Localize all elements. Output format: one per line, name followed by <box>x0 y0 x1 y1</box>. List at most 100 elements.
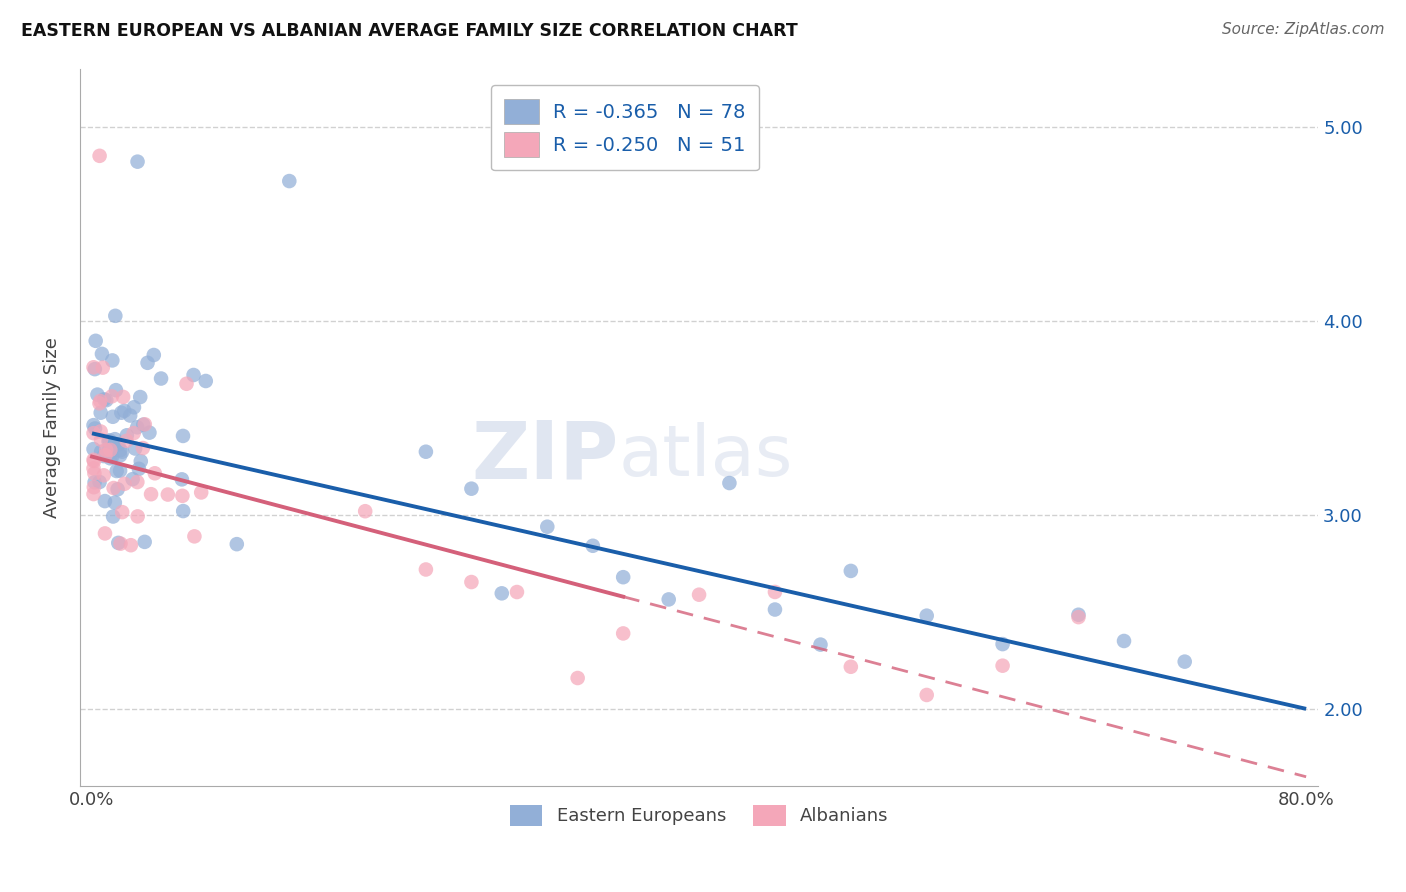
Point <box>90 425 112 439</box>
Point <box>98 451 121 466</box>
Point <box>93 392 115 407</box>
Point <box>83 452 105 467</box>
Point <box>127 154 149 169</box>
Point <box>128 462 150 476</box>
Point <box>1112 634 1135 648</box>
Point <box>129 454 152 468</box>
Point <box>810 638 832 652</box>
Point <box>110 406 132 420</box>
Point <box>105 464 128 478</box>
Point <box>658 592 681 607</box>
Point <box>150 371 173 385</box>
Point <box>101 409 124 424</box>
Point <box>94 526 117 541</box>
Point <box>89 475 111 489</box>
Point <box>94 448 117 462</box>
Point <box>839 564 862 578</box>
Point <box>491 586 513 600</box>
Point <box>110 536 132 550</box>
Point <box>176 376 198 391</box>
Point <box>120 538 142 552</box>
Point <box>612 570 634 584</box>
Point <box>1067 607 1090 622</box>
Point <box>183 368 205 382</box>
Point <box>83 360 105 375</box>
Point <box>103 438 125 452</box>
Point <box>115 428 138 442</box>
Point <box>915 688 938 702</box>
Point <box>139 487 162 501</box>
Point <box>225 537 247 551</box>
Point <box>122 426 145 441</box>
Point <box>127 475 149 489</box>
Point <box>127 509 149 524</box>
Point <box>138 425 160 440</box>
Point <box>839 660 862 674</box>
Point <box>718 476 741 491</box>
Point <box>763 585 786 599</box>
Point <box>612 626 634 640</box>
Point <box>83 467 105 481</box>
Point <box>112 390 135 404</box>
Point <box>111 505 134 519</box>
Point <box>156 487 179 501</box>
Point <box>278 174 301 188</box>
Point <box>111 444 134 458</box>
Point <box>97 434 120 449</box>
Point <box>991 637 1014 651</box>
Point <box>107 536 129 550</box>
Point <box>354 504 377 518</box>
Point <box>172 429 194 443</box>
Point <box>536 519 558 533</box>
Point <box>89 149 111 163</box>
Point <box>83 454 105 468</box>
Point <box>91 360 114 375</box>
Point <box>94 494 117 508</box>
Point <box>104 495 127 509</box>
Text: atlas: atlas <box>619 422 793 491</box>
Point <box>89 396 111 410</box>
Point <box>90 433 112 447</box>
Point <box>108 449 131 463</box>
Point <box>688 588 710 602</box>
Point <box>142 348 165 362</box>
Point <box>98 446 121 460</box>
Point <box>124 442 146 456</box>
Point <box>101 450 124 464</box>
Point <box>104 383 127 397</box>
Point <box>108 443 131 458</box>
Point <box>89 394 111 409</box>
Point <box>415 444 437 458</box>
Point <box>132 417 155 432</box>
Point <box>107 483 129 497</box>
Point <box>91 347 114 361</box>
Point <box>567 671 589 685</box>
Point <box>134 534 156 549</box>
Point <box>101 389 124 403</box>
Point <box>104 432 127 446</box>
Point <box>129 390 152 404</box>
Point <box>83 442 105 456</box>
Point <box>98 434 121 448</box>
Point <box>460 575 482 590</box>
Point <box>763 602 786 616</box>
Point <box>90 444 112 458</box>
Point <box>991 658 1014 673</box>
Point <box>98 442 121 457</box>
Point <box>115 434 138 448</box>
Point <box>103 481 125 495</box>
Point <box>93 449 115 463</box>
Point <box>104 309 127 323</box>
Point <box>172 504 194 518</box>
Point <box>84 421 107 435</box>
Point <box>134 417 156 432</box>
Text: ZIP: ZIP <box>471 417 619 495</box>
Point <box>96 442 118 457</box>
Point <box>183 529 205 543</box>
Point <box>190 485 212 500</box>
Point <box>83 487 105 501</box>
Y-axis label: Average Family Size: Average Family Size <box>44 337 60 518</box>
Point <box>83 475 105 490</box>
Point <box>83 426 105 441</box>
Point <box>121 472 143 486</box>
